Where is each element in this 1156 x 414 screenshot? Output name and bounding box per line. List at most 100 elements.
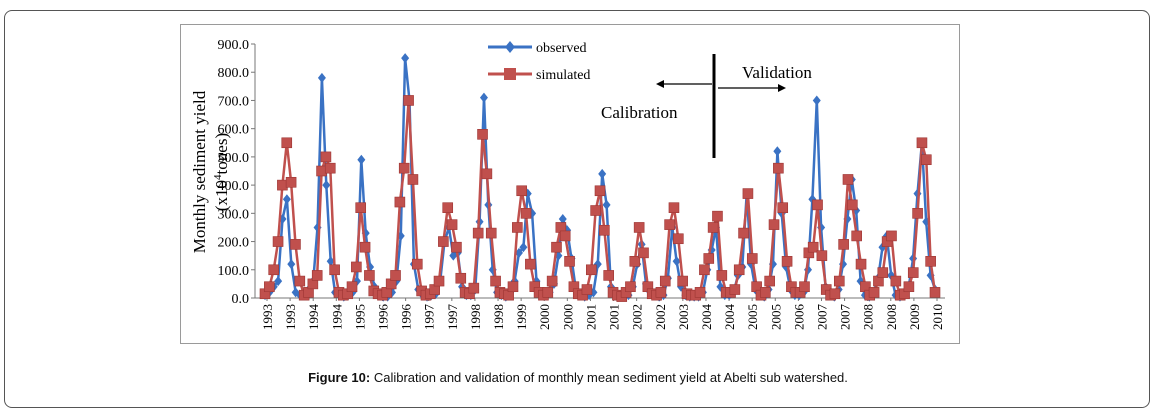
point-simulated [768,219,780,230]
point-simulated [542,287,554,298]
point-simulated [411,258,423,270]
point-simulated [281,137,293,149]
point-simulated [781,256,793,267]
point-simulated [433,275,445,287]
point-simulated [564,256,575,267]
point-observed [773,146,782,157]
point-simulated [929,287,941,298]
point-observed [274,276,283,287]
point-simulated [659,275,671,287]
x-tick-label: 2008 [884,304,899,330]
point-observed [812,95,821,106]
point-simulated [738,227,749,239]
point-simulated [812,199,823,211]
point-simulated [359,241,371,253]
point-simulated [760,287,771,298]
point-simulated [311,270,323,281]
x-tick-label: 2008 [861,304,876,330]
point-simulated [451,241,462,253]
point-observed [558,213,567,224]
point-simulated [403,95,414,106]
point-simulated [272,236,284,247]
x-tick-label: 2010 [930,304,945,330]
point-observed [326,256,335,267]
y-tick-label: 600.0 [218,123,250,138]
point-simulated [664,219,675,230]
point-simulated [920,154,932,166]
point-simulated [699,264,710,276]
point-simulated [625,281,636,293]
point-simulated [585,264,597,276]
point-observed [514,247,523,258]
point-observed [317,72,326,83]
point-simulated [851,230,862,242]
y-tick-label: 0.0 [232,292,250,307]
point-simulated [398,162,410,174]
point-simulated [559,230,571,242]
y-tick-label: 100.0 [218,264,250,279]
point-simulated [581,284,593,295]
point-simulated [442,202,454,213]
point-simulated [807,241,819,253]
point-observed [598,168,607,179]
x-tick-label: 2007 [838,304,853,331]
x-tick-label: 2002 [630,304,645,330]
point-simulated [777,202,789,213]
x-tick-label: 2009 [907,304,922,330]
x-tick-label: 1994 [306,304,321,331]
point-simulated [477,129,488,140]
point-observed [401,53,410,64]
point-simulated [546,275,558,287]
x-tick-label: 1997 [445,304,460,331]
point-simulated [746,253,758,264]
point-observed [602,199,611,210]
x-tick-label: 1998 [468,304,483,330]
point-simulated [638,247,649,259]
point-simulated [773,162,784,174]
point-simulated [551,241,562,253]
x-tick-label: 2007 [814,304,829,331]
point-observed [322,180,331,191]
y-tick-label: 900.0 [218,38,250,53]
x-tick-label: 2000 [560,304,575,330]
x-tick-label: 2001 [583,304,598,330]
point-simulated [842,174,854,185]
point-simulated [468,282,480,294]
calibration-label: Calibration [601,103,678,122]
legend-label-simulated: simulated [536,68,590,83]
point-simulated [838,239,849,250]
point-simulated [294,275,306,287]
point-observed [519,242,528,253]
x-tick-label: 2005 [745,304,760,330]
x-tick-label: 1999 [514,304,529,330]
validation-label: Validation [742,63,812,82]
point-simulated [655,287,667,298]
point-simulated [599,224,610,236]
y-tick-label: 400.0 [218,179,250,194]
legend-label-observed: observed [536,41,587,56]
point-simulated [590,205,601,216]
point-simulated [877,267,889,278]
caption-text: Calibration and validation of monthly me… [373,370,848,385]
legend-marker-observed [505,41,515,53]
point-simulated [729,284,741,295]
point-simulated [677,275,688,287]
point-simulated [629,256,641,267]
x-tick-label: 2006 [791,304,806,331]
series-line-observed [264,56,937,298]
point-simulated [707,222,719,233]
point-simulated [438,236,449,247]
point-simulated [868,287,880,298]
point-simulated [907,267,919,278]
x-tick-label: 1996 [376,304,391,331]
point-simulated [703,253,715,264]
y-tick-label: 700.0 [218,94,250,109]
x-tick-label: 1993 [260,304,275,330]
x-tick-label: 2002 [653,304,668,330]
point-simulated [516,185,527,197]
point-simulated [903,281,915,293]
point-simulated [890,275,902,287]
point-simulated [390,270,401,281]
point-simulated [764,275,775,287]
point-simulated [364,270,375,281]
